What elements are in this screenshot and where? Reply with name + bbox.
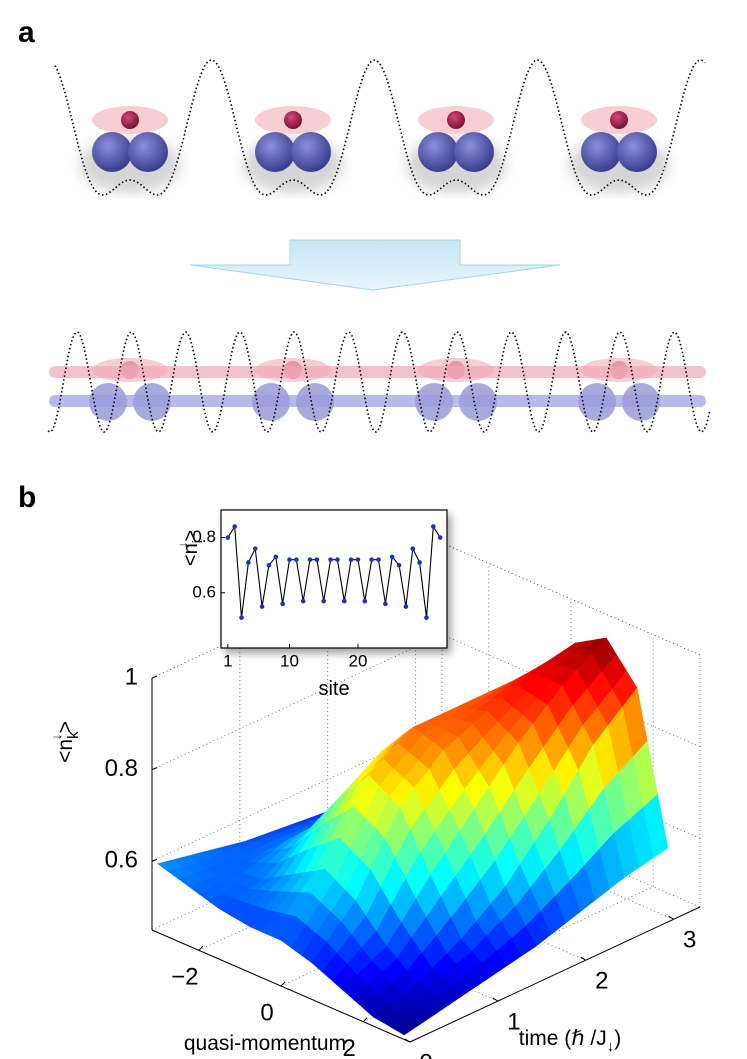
data-point (321, 598, 327, 604)
y-tick (492, 997, 499, 1002)
data-point (389, 554, 395, 560)
z-tick (151, 675, 158, 679)
y-tick (580, 956, 587, 961)
label-part: ) (614, 1027, 621, 1050)
y-tick-label: 3 (683, 927, 696, 954)
surface-plot (151, 542, 701, 1043)
y-tick-label: 2 (595, 968, 608, 995)
y-tick (668, 915, 674, 920)
atom (454, 132, 494, 172)
x-tick (198, 945, 204, 951)
label-part: <n (180, 543, 202, 566)
z-label: <nk↓> (48, 721, 82, 763)
axis-line (151, 929, 411, 1043)
y-tick-label: 1 (507, 1008, 520, 1035)
data-point (355, 557, 361, 562)
z-tick (151, 858, 158, 862)
panel-label: b (18, 481, 36, 514)
y-tick-label: 0.8 (192, 527, 216, 546)
label-part: > (180, 530, 202, 542)
y-tick-label: 0 (419, 1049, 432, 1059)
x-tick-label: 2 (342, 1035, 355, 1059)
data-point (424, 615, 429, 620)
x-tick-label: 20 (349, 651, 368, 670)
data-point (246, 560, 251, 565)
atom (447, 111, 465, 129)
inset-y-label: <ni↓> (175, 530, 205, 566)
data-point (431, 524, 436, 529)
atom (581, 132, 621, 172)
data-point (362, 598, 368, 604)
data-point (403, 604, 409, 609)
label-part: i (189, 540, 205, 543)
atom (121, 111, 139, 129)
data-point (266, 562, 272, 568)
data-point (348, 557, 354, 562)
lattice-diagram (47, 59, 711, 433)
data-point (328, 557, 333, 562)
atom (128, 132, 168, 172)
x-tick-label: 0 (260, 999, 273, 1026)
data-point (341, 598, 347, 604)
grid-line (441, 542, 701, 656)
x-tick-label: 1 (223, 651, 232, 670)
label-part: <n (54, 739, 77, 763)
x-tick (362, 1017, 368, 1023)
data-line (227, 524, 441, 618)
panel-label: a (18, 16, 35, 49)
arrow (189, 239, 561, 291)
label-part: ↓ (48, 733, 64, 740)
x-tick-label: −2 (171, 964, 198, 991)
label-part: k (65, 731, 82, 739)
inset-x-label: site (318, 678, 349, 700)
y-label: time (ℏ /J↓) (519, 1027, 621, 1055)
data-point (383, 601, 388, 607)
z-tick-label: 0.8 (105, 755, 138, 782)
atom (610, 111, 628, 129)
potential (54, 59, 706, 196)
data-point (300, 598, 306, 604)
x-tick-label: 10 (280, 651, 299, 670)
data-point (294, 557, 299, 562)
y-tick-label: 0.6 (192, 582, 216, 601)
inset-frame (220, 509, 448, 649)
data-point (225, 535, 231, 540)
data-point (252, 546, 258, 551)
data-point (314, 557, 320, 562)
atom (255, 132, 295, 172)
data-point (307, 557, 313, 562)
atom (284, 111, 302, 129)
data-point (232, 524, 237, 529)
data-point (259, 604, 265, 609)
data-point (335, 557, 340, 562)
data-point (396, 562, 402, 568)
atom (291, 132, 331, 172)
axis-line (409, 906, 701, 1043)
data-point (437, 535, 443, 540)
atom (92, 132, 132, 172)
data-point (369, 557, 374, 562)
atom (418, 132, 458, 172)
x-label: quasi-momentum (184, 1032, 346, 1055)
x-tick (280, 981, 286, 987)
data-point (410, 546, 416, 551)
label-part: ↓ (607, 1038, 615, 1055)
label-part: > (54, 721, 77, 733)
label-part: ↓ (175, 542, 190, 549)
inset-chart (220, 509, 448, 649)
data-point (376, 557, 381, 562)
data-point (417, 560, 422, 565)
surface-facet (393, 1018, 420, 1036)
data-point (273, 554, 279, 560)
data-point (239, 615, 244, 620)
z-tick-label: 1 (125, 663, 138, 690)
z-tick-label: 0.6 (105, 847, 138, 874)
data-point (280, 601, 285, 607)
label-part: time (ℏ /J (519, 1027, 607, 1050)
data-point (287, 557, 292, 562)
atom (617, 132, 657, 172)
z-tick (151, 767, 158, 771)
